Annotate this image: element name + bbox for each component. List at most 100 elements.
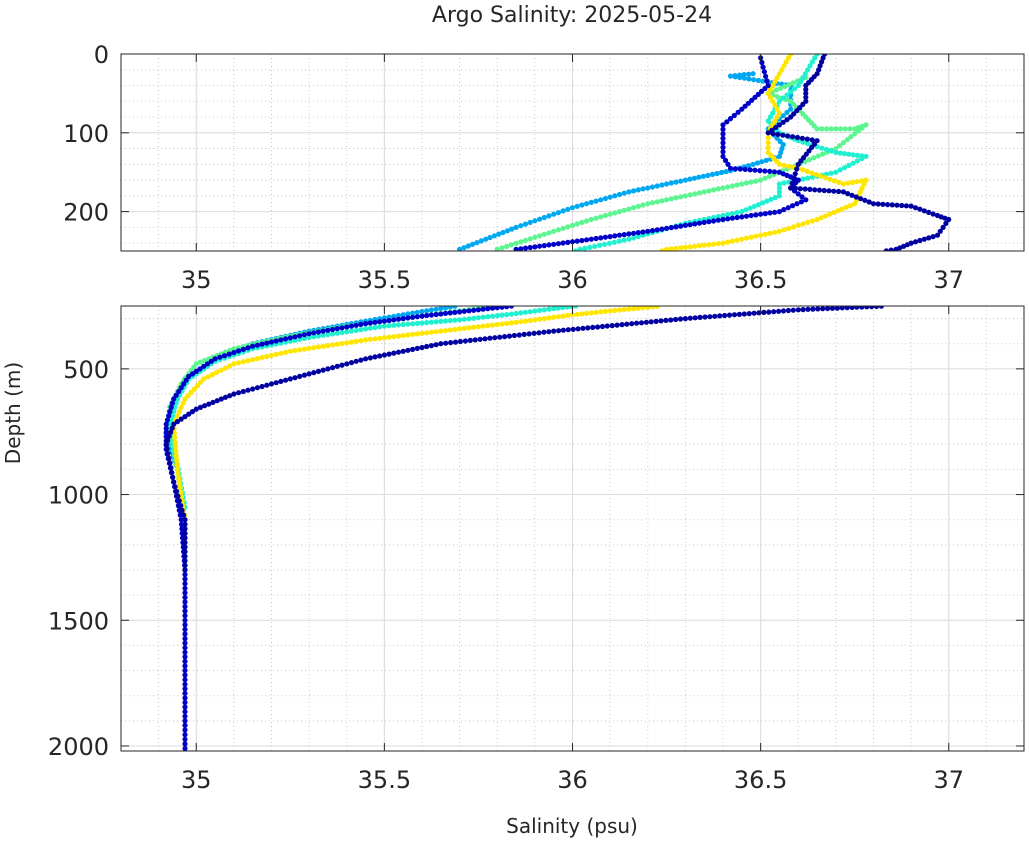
data-point [474, 240, 480, 246]
data-point [797, 186, 803, 192]
y-tick-label: 1500 [48, 607, 109, 635]
data-point [580, 325, 586, 331]
data-point [635, 306, 641, 311]
data-point [174, 413, 180, 419]
data-point [800, 167, 806, 173]
data-point [166, 455, 172, 461]
data-point [182, 521, 188, 527]
series-6 [765, 54, 952, 251]
data-point [823, 146, 830, 153]
data-point [780, 308, 787, 314]
data-point [344, 329, 350, 335]
data-point [174, 462, 180, 468]
series-4 [659, 54, 869, 251]
data-point [240, 359, 246, 365]
data-point [781, 180, 787, 186]
data-point [746, 163, 752, 169]
data-point [771, 309, 777, 315]
data-point [606, 240, 613, 246]
series-1 [457, 71, 794, 251]
data-point [163, 429, 169, 436]
data-point [673, 179, 679, 185]
data-point [746, 311, 752, 317]
data-point [419, 320, 425, 326]
data-point [541, 329, 547, 335]
data-point [292, 375, 298, 381]
data-point [555, 306, 561, 311]
data-point [668, 196, 674, 202]
data-point [175, 471, 181, 477]
data-point [739, 236, 745, 242]
data-point [182, 549, 188, 555]
data-point [202, 403, 208, 409]
data-point [537, 233, 543, 239]
data-point [616, 307, 623, 313]
data-point [297, 347, 303, 353]
data-point [835, 208, 841, 214]
data-point [405, 321, 411, 327]
data-point [381, 352, 387, 358]
data-point [457, 317, 463, 323]
data-point [532, 308, 538, 314]
data-point [943, 220, 949, 226]
data-point [816, 67, 822, 73]
data-point [706, 242, 712, 248]
x-tick-label: 36 [557, 766, 588, 794]
data-point [853, 194, 859, 200]
data-point [214, 369, 220, 375]
data-point [785, 133, 791, 139]
data-point [807, 63, 813, 69]
data-point [850, 152, 856, 158]
data-point [381, 318, 387, 324]
data-point [682, 222, 689, 228]
data-point [621, 237, 627, 243]
data-point [597, 242, 603, 248]
data-point [475, 307, 481, 313]
data-point [353, 338, 359, 344]
data-point [466, 325, 472, 331]
data-point [798, 79, 804, 85]
data-point [803, 86, 809, 93]
data-point [169, 425, 175, 431]
data-point [844, 306, 850, 311]
data-point [802, 186, 808, 192]
data-point [504, 243, 510, 249]
data-point [859, 306, 865, 310]
data-point [849, 179, 856, 185]
data-point [174, 457, 180, 463]
data-point [878, 306, 884, 309]
data-point [858, 196, 864, 202]
data-point [457, 338, 463, 345]
data-point [845, 191, 851, 197]
data-point [767, 114, 774, 120]
data-point [478, 238, 484, 244]
data-point [565, 327, 571, 333]
data-point [182, 526, 188, 532]
data-point [268, 339, 275, 345]
data-point [367, 336, 373, 342]
data-point [377, 353, 383, 359]
data-point [833, 169, 839, 175]
data-point [573, 306, 579, 309]
data-point [182, 663, 188, 669]
data-point [465, 243, 471, 249]
data-point [424, 343, 430, 350]
data-point [521, 331, 527, 337]
data-point [786, 163, 792, 169]
data-point [715, 217, 721, 223]
data-point [182, 722, 188, 729]
data-point [720, 240, 726, 246]
data-point [888, 247, 894, 251]
data-point [781, 63, 787, 69]
data-point [739, 214, 745, 220]
data-point [177, 485, 183, 491]
data-point [759, 88, 765, 94]
data-point [391, 350, 397, 356]
data-point [645, 185, 651, 191]
data-point [725, 216, 731, 222]
data-point [168, 404, 174, 410]
data-point [803, 90, 809, 96]
data-point [509, 226, 515, 232]
data-point [840, 140, 847, 146]
x-tick-label: 35.5 [358, 766, 411, 794]
